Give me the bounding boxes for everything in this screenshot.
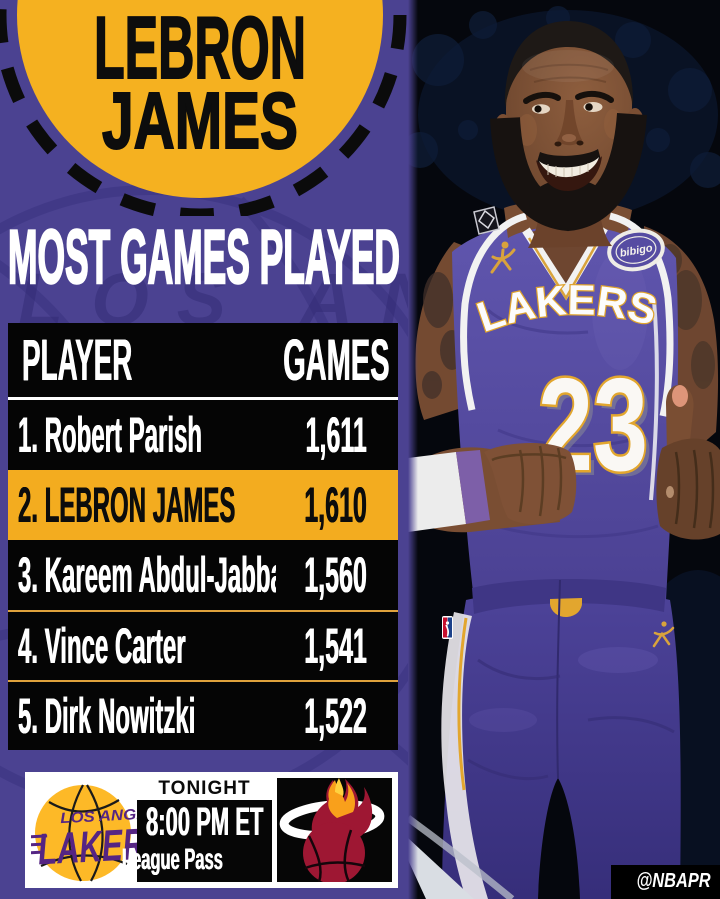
table-row: 5. Dirk Nowitzki 1,522 — [8, 680, 398, 750]
matchup-bar: LOS ANGELES LAKERS TONIGHT 8:00 PM ET — [25, 772, 398, 888]
bar-divider — [272, 778, 277, 882]
sponsor-patch-text: bibigo — [619, 242, 654, 260]
waistband — [472, 579, 666, 614]
matchup-info: TONIGHT 8:00 PM ET League Pass — [103, 778, 272, 882]
heat-logo — [277, 778, 392, 882]
row-games: 1,610 — [304, 477, 368, 533]
games-played-table: PLAYER GAMES 1. Robert Parish 1,611 2. L… — [8, 323, 398, 750]
shorts — [442, 591, 681, 899]
bracelet — [456, 450, 490, 524]
jersey-trim — [460, 212, 674, 501]
shorts-jumpman-icon — [652, 621, 675, 648]
shorts-stripe — [441, 612, 488, 899]
lakers-logo-name: LAKERS — [37, 819, 137, 875]
header-player: PLAYER — [22, 327, 133, 393]
sponsor-patch: bibigo — [607, 228, 665, 272]
row-player: 3. Kareem Abdul-Jabbar — [18, 547, 276, 603]
headline-text: MOST GAMES PLAYED — [8, 220, 400, 300]
badge-line2: JAMES — [102, 76, 298, 165]
row-games: 1,560 — [304, 547, 368, 603]
head — [490, 21, 647, 232]
jumpman-icon — [490, 241, 516, 274]
waistband-emblem — [550, 598, 583, 618]
lakers-logo-top-text: LOS ANGELES — [60, 804, 137, 827]
left-panel: LOS ANG LEBRON JAMES MOST GAMES PLAYED P… — [0, 0, 408, 888]
table-header-row: PLAYER GAMES — [8, 323, 398, 400]
headline: MOST GAMES PLAYED — [7, 220, 402, 301]
credit-handle: @NBAPR — [636, 870, 711, 892]
row-games: 1,541 — [304, 618, 368, 674]
row-player: 4. Vince Carter — [18, 618, 186, 674]
player-photo: bibigo LAKERS 23 23 — [402, 0, 720, 899]
floor-stripe — [408, 838, 474, 899]
row-player: 5. Dirk Nowitzki — [18, 688, 196, 744]
game-time: 8:00 PM ET — [145, 800, 264, 844]
lakers-logo: LOS ANGELES LAKERS — [31, 778, 137, 882]
table-row: 3. Kareem Abdul-Jabbar 1,560 — [8, 540, 398, 610]
row-games: 1,611 — [305, 407, 367, 463]
badge-dashed-ring — [0, 0, 407, 216]
row-player: 1. Robert Parish — [18, 407, 203, 463]
left-fist — [484, 443, 577, 525]
thumbs-up-hand — [656, 384, 720, 540]
table-row: 4. Vince Carter 1,541 — [8, 610, 398, 680]
wristband — [408, 452, 466, 532]
shorts-nba-patch — [442, 616, 453, 639]
row-player: 2. LEBRON JAMES — [18, 477, 236, 533]
header-games: GAMES — [282, 327, 390, 393]
badge-circle — [17, 0, 383, 198]
credit-badge: @NBAPR — [611, 865, 720, 899]
badge-line1: LEBRON — [94, 0, 306, 97]
broadcast-label: League Pass — [122, 843, 224, 876]
row-games: 1,522 — [304, 688, 368, 744]
nba75-patch — [473, 206, 500, 235]
table-row-highlighted: 2. LEBRON JAMES 1,610 — [8, 470, 398, 540]
table-row: 1. Robert Parish 1,611 — [8, 400, 398, 470]
player-name-badge: LEBRON JAMES — [0, 0, 407, 216]
tonight-label: TONIGHT — [137, 778, 272, 800]
